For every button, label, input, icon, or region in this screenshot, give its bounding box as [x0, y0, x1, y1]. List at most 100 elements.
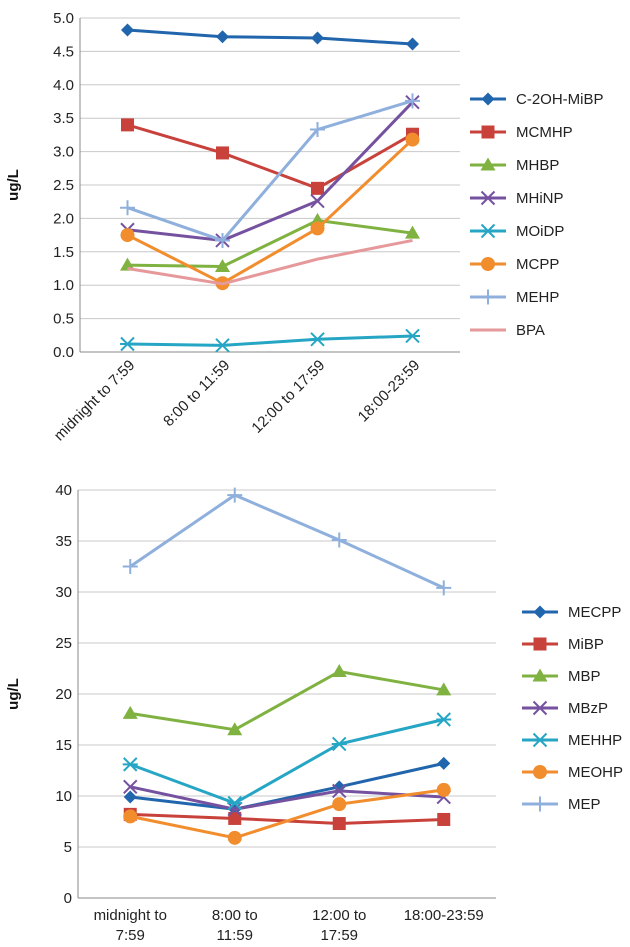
top-line-chart: 0.0 0.5 1.0 1.5 2.0 2.5 3.0 3.5 4.0 4.5 5.0 ug/L mid… [5, 10, 604, 445]
series-line [127, 238, 413, 286]
y-tick-label: 10 [55, 788, 72, 805]
x-tick-line: 7:59 [116, 927, 145, 944]
legend-item-mbp: MBP [522, 668, 601, 685]
series-mehhp [122, 712, 452, 811]
data-point [310, 221, 325, 236]
y-tick-label: 15 [55, 737, 72, 754]
legend-marker [533, 765, 547, 779]
x-tick-label: midnight to 7:59 [94, 907, 167, 944]
legend-label: MBzP [568, 700, 608, 717]
y-tick-label: 5 [64, 839, 72, 856]
legend-marker [481, 257, 495, 271]
y-tick-label: 5.0 [53, 10, 74, 27]
legend-marker [481, 92, 495, 106]
x-tick-label: 18:00-23:59 [404, 907, 484, 924]
data-point [120, 228, 135, 243]
data-point [227, 802, 242, 817]
bottom-line-chart: 0 5 10 15 20 25 30 35 40 ug/L midnight to 7:59 8:00 … [5, 482, 623, 944]
y-tick-label: 4.0 [53, 77, 74, 94]
y-tick-label: 2.0 [53, 210, 74, 227]
data-point [331, 736, 347, 752]
data-point [405, 328, 420, 344]
y-tick-label: 0.5 [53, 311, 74, 328]
x-tick-line: 11:59 [217, 927, 253, 944]
data-point [215, 232, 230, 248]
y-tick-label: 20 [55, 686, 72, 703]
legend-item-mcpp: MCPP [470, 256, 559, 273]
y-tick-label: 25 [55, 635, 72, 652]
y-axis-label: ug/L [5, 678, 22, 710]
series-mehp [120, 93, 420, 248]
legend-label: MEHHP [568, 732, 622, 749]
series-mbzp [123, 779, 451, 817]
legend-item-mhbp: MHBP [470, 157, 559, 174]
data-point [310, 122, 325, 138]
y-tick-label: 30 [55, 584, 72, 601]
x-tick-label: 12:00 to 17:59 [248, 357, 328, 437]
legend-marker [532, 796, 548, 812]
data-point [332, 783, 347, 799]
data-point [437, 756, 451, 770]
series-c-2oh-mibp [121, 23, 419, 51]
data-point [227, 487, 243, 503]
legend-marker [533, 605, 547, 619]
y-tick-label: 3.5 [53, 110, 74, 127]
data-point [436, 580, 452, 596]
legend-item-mehp: MEHP [470, 289, 559, 306]
y-tick-label: 0 [64, 890, 72, 907]
y-tick-label: 1.5 [53, 244, 74, 261]
x-tick-label: 8:00 to 11:59 [212, 907, 258, 944]
data-point [122, 705, 138, 719]
data-point [122, 757, 138, 772]
legend-item-mcmhp: MCMHP [470, 124, 573, 141]
legend-label: MiBP [568, 636, 604, 653]
legend-label: MCPP [516, 256, 559, 273]
data-point [123, 809, 138, 824]
data-point [215, 258, 230, 272]
data-point [123, 779, 138, 795]
y-tick-label: 35 [55, 533, 72, 550]
series-line [130, 669, 445, 732]
data-point [406, 37, 419, 51]
data-point [436, 712, 452, 727]
legend-item-c-2oh-mibp: C-2OH-MiBP [470, 91, 604, 108]
data-point [405, 132, 420, 147]
legend-label: MHBP [516, 157, 559, 174]
series-line [127, 28, 413, 46]
data-point [332, 817, 346, 831]
data-point [228, 811, 242, 825]
legend-item-mecpp: MECPP [522, 604, 621, 621]
legend-marker [480, 190, 496, 206]
data-point [311, 31, 324, 45]
data-point [437, 812, 451, 826]
legend-item-mehhp: MEHHP [522, 732, 622, 749]
x-tick-label: midnight to 7:59 [51, 357, 139, 445]
series-mcpp [120, 132, 420, 291]
series-line [129, 718, 445, 805]
data-point [120, 336, 135, 352]
legend-label: MBP [568, 668, 601, 685]
legend-marker [480, 223, 496, 239]
y-tick-label: 0.0 [53, 344, 74, 361]
data-point [331, 664, 347, 678]
data-point [227, 722, 243, 736]
data-point [122, 559, 138, 574]
legend-item-bpa: BPA [470, 322, 545, 339]
y-tick-label: 1.0 [53, 277, 74, 294]
legend-item-mbzp: MBzP [522, 700, 608, 717]
y-axis-label: ug/L [5, 169, 22, 201]
data-point [227, 830, 242, 845]
data-point [332, 797, 347, 812]
legend-marker [480, 289, 496, 305]
series-line [130, 761, 445, 811]
data-point [123, 790, 137, 804]
series-line [127, 334, 413, 347]
legend-item-moidp: MOiDP [470, 223, 564, 240]
series-mbp [122, 664, 452, 736]
data-point [121, 23, 134, 37]
legend-label: MHiNP [516, 190, 564, 207]
series-line [127, 123, 414, 190]
series-line [126, 138, 414, 285]
series-line [129, 785, 444, 811]
x-tick-line: midnight to [94, 907, 167, 924]
